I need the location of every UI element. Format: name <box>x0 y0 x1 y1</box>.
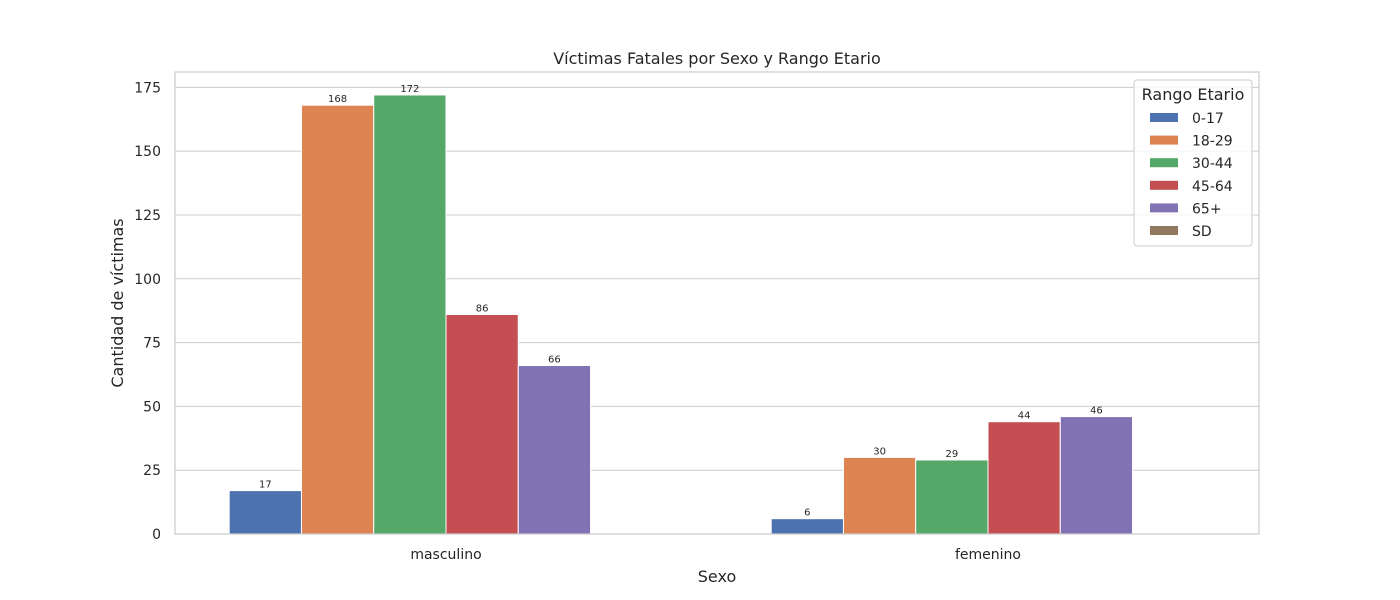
bar <box>915 459 989 535</box>
legend-item-label: 30-44 <box>1192 156 1233 172</box>
bar <box>987 421 1061 535</box>
bar-value-label: 66 <box>548 355 561 366</box>
bar-value-label: 6 <box>804 508 810 519</box>
legend-item-label: 18-29 <box>1192 134 1233 150</box>
bar-value-label: 30 <box>873 446 886 457</box>
legend-swatch <box>1150 135 1178 145</box>
y-tick-label: 75 <box>143 336 161 352</box>
bars <box>228 94 1134 535</box>
bar <box>770 518 844 535</box>
legend-title: Rango Etario <box>1142 85 1245 104</box>
legend: Rango Etario 0-17 18-29 30-44 45-64 65+ SD <box>1133 79 1253 247</box>
x-tick-label: femenino <box>955 547 1021 563</box>
bar <box>1059 416 1134 535</box>
bar <box>228 490 302 535</box>
bar <box>300 104 375 535</box>
y-tick-label: 25 <box>143 463 161 479</box>
y-axis-ticks: 0 25 50 75 100 125 150 175 <box>134 80 161 543</box>
bar <box>373 94 447 535</box>
chart-title: Víctimas Fatales por Sexo y Rango Etario <box>553 49 881 68</box>
legend-item-label: 0-17 <box>1192 111 1224 127</box>
bar-value-label: 44 <box>1018 411 1031 422</box>
legend-item-label: SD <box>1192 224 1212 240</box>
bar-value-label: 168 <box>328 94 347 105</box>
bar-value-label: 86 <box>476 303 489 314</box>
legend-item-label: 65+ <box>1192 201 1222 217</box>
bar-value-label: 17 <box>259 480 272 491</box>
y-axis-label: Cantidad de víctimas <box>108 218 127 387</box>
bar-value-label: 172 <box>400 84 419 95</box>
bar-value-label: 46 <box>1090 406 1103 417</box>
bar <box>842 456 917 535</box>
x-tick-label: masculino <box>410 547 481 563</box>
legend-swatch <box>1150 226 1178 235</box>
bar <box>445 313 519 535</box>
legend-swatch <box>1150 180 1178 190</box>
legend-swatch <box>1150 158 1178 168</box>
y-tick-label: 100 <box>134 272 161 288</box>
legend-swatch <box>1150 203 1178 213</box>
y-tick-label: 50 <box>143 399 161 415</box>
y-tick-label: 150 <box>134 144 161 160</box>
y-tick-label: 0 <box>152 527 161 543</box>
x-axis-label: Sexo <box>698 567 736 586</box>
legend-item-label: 45-64 <box>1192 179 1233 195</box>
y-tick-label: 175 <box>134 80 161 96</box>
bar <box>517 365 592 535</box>
y-tick-label: 125 <box>134 208 161 224</box>
bar-value-label: 29 <box>945 449 958 460</box>
x-axis-ticks: masculino femenino <box>410 547 1021 563</box>
plot-frame <box>174 71 1260 535</box>
legend-swatch <box>1150 113 1178 122</box>
